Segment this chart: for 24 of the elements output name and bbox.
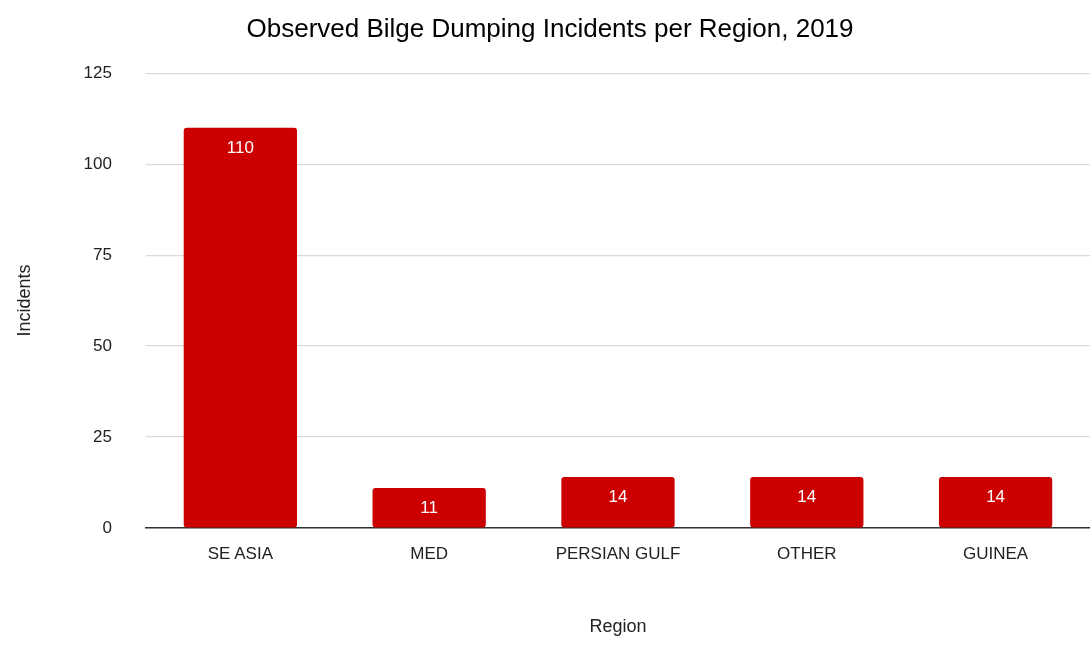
x-axis-title: Region: [589, 616, 647, 637]
data-label: 14: [797, 487, 817, 507]
y-tick-label: 125: [83, 62, 112, 82]
x-tick-label: PERSIAN GULF: [555, 543, 681, 563]
y-tick-label: 0: [102, 517, 112, 537]
y-tick-label: 75: [93, 244, 112, 264]
bar: [750, 477, 864, 528]
x-tick-label: GUINEA: [963, 543, 1029, 563]
bar: [183, 127, 298, 528]
y-tick-label: 25: [93, 426, 112, 446]
y-tick-label: 50: [93, 335, 112, 355]
bar: [372, 487, 486, 528]
data-label: 14: [986, 487, 1006, 507]
y-tick-label: 100: [83, 153, 112, 173]
data-label: 11: [420, 498, 438, 518]
bar: [561, 477, 675, 528]
x-tick-label: OTHER: [777, 543, 837, 563]
data-label: 14: [608, 487, 628, 507]
y-axis-title: Incidents: [13, 264, 34, 337]
x-tick-label: SE ASIA: [207, 543, 274, 563]
data-label: 110: [226, 137, 254, 157]
x-tick-label: MED: [410, 543, 449, 563]
bar: [938, 477, 1053, 528]
chart-title: Observed Bilge Dumping Incidents per Region, 2019: [246, 12, 854, 43]
